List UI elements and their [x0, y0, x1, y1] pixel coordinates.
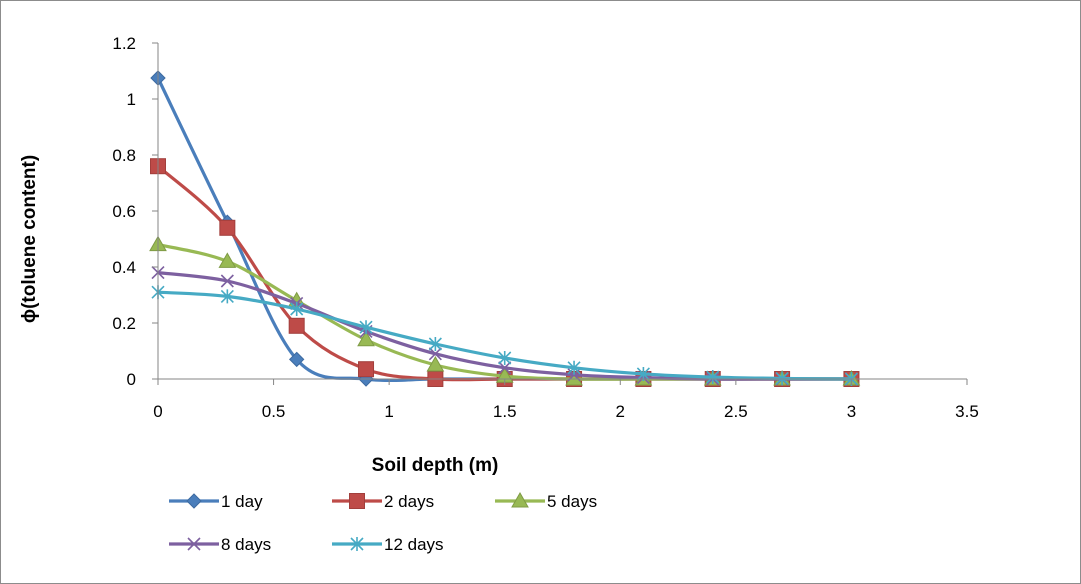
y-tick-label: 1 — [127, 90, 136, 109]
series-line — [156, 165, 852, 382]
y-tick-label: 0.4 — [112, 258, 136, 277]
x-tick-label: 0.5 — [262, 402, 286, 421]
legend-label: 5 days — [547, 492, 597, 511]
legend-marker — [187, 537, 201, 551]
data-point — [288, 351, 305, 368]
legend-label: 8 days — [221, 535, 271, 554]
axes-layer: 0 0.2 0.4 0.6 0.8 1 1.2 0 0.5 1 1.5 2 2.5 3 3.5 — [112, 34, 978, 421]
data-point — [775, 371, 789, 386]
data-point — [428, 347, 442, 361]
x-tick-label: 0 — [153, 402, 162, 421]
legend-marker — [349, 493, 365, 509]
legend-label: 2 days — [384, 492, 434, 511]
x-tick-label: 3.5 — [955, 402, 979, 421]
data-point — [290, 302, 304, 316]
y-tick-label: 0.2 — [112, 314, 136, 333]
series-12-days — [151, 285, 858, 386]
x-tick-label: 3 — [847, 402, 856, 421]
data-point — [498, 351, 512, 365]
x-tick-label: 1.5 — [493, 402, 517, 421]
legend-marker — [186, 493, 202, 509]
x-axis-title: Soil depth (m) — [372, 455, 499, 476]
data-point — [498, 361, 512, 375]
data-point — [358, 361, 375, 378]
y-axis-title: ϕ(toluene content) — [19, 155, 40, 323]
series-line — [157, 290, 852, 381]
legend-label: 12 days — [384, 535, 444, 554]
series-1-day — [150, 70, 860, 387]
data-point — [288, 317, 305, 334]
legend-item: 2 days — [332, 492, 434, 511]
data-point — [357, 330, 375, 347]
legend-label: 1 day — [221, 492, 263, 511]
y-tick-label: 1.2 — [112, 34, 136, 53]
legend-item: 1 day — [169, 492, 263, 511]
data-point — [219, 219, 236, 236]
x-tick-label: 2 — [616, 402, 625, 421]
legend-marker — [511, 491, 529, 508]
y-tick-label: 0 — [127, 370, 136, 389]
data-point — [567, 360, 581, 375]
data-point — [218, 252, 237, 268]
legend-item: 12 days — [332, 535, 444, 554]
legend-marker — [350, 537, 364, 551]
legend-item: 8 days — [169, 535, 271, 554]
data-point — [220, 274, 234, 288]
data-point — [428, 337, 442, 351]
legend: 1 day 2 days 5 days 8 days 12 days — [169, 491, 597, 554]
y-tick-label: 0.8 — [112, 146, 136, 165]
series-layer — [149, 70, 861, 387]
data-point — [359, 320, 373, 335]
series-line — [156, 77, 852, 383]
data-point — [706, 370, 720, 385]
legend-item: 5 days — [495, 491, 597, 511]
data-point — [426, 355, 445, 372]
data-point — [220, 289, 234, 304]
x-tick-label: 2.5 — [724, 402, 748, 421]
series-8-days — [151, 266, 858, 386]
x-tick-label: 1 — [384, 402, 393, 421]
y-tick-label: 0.6 — [112, 202, 136, 221]
